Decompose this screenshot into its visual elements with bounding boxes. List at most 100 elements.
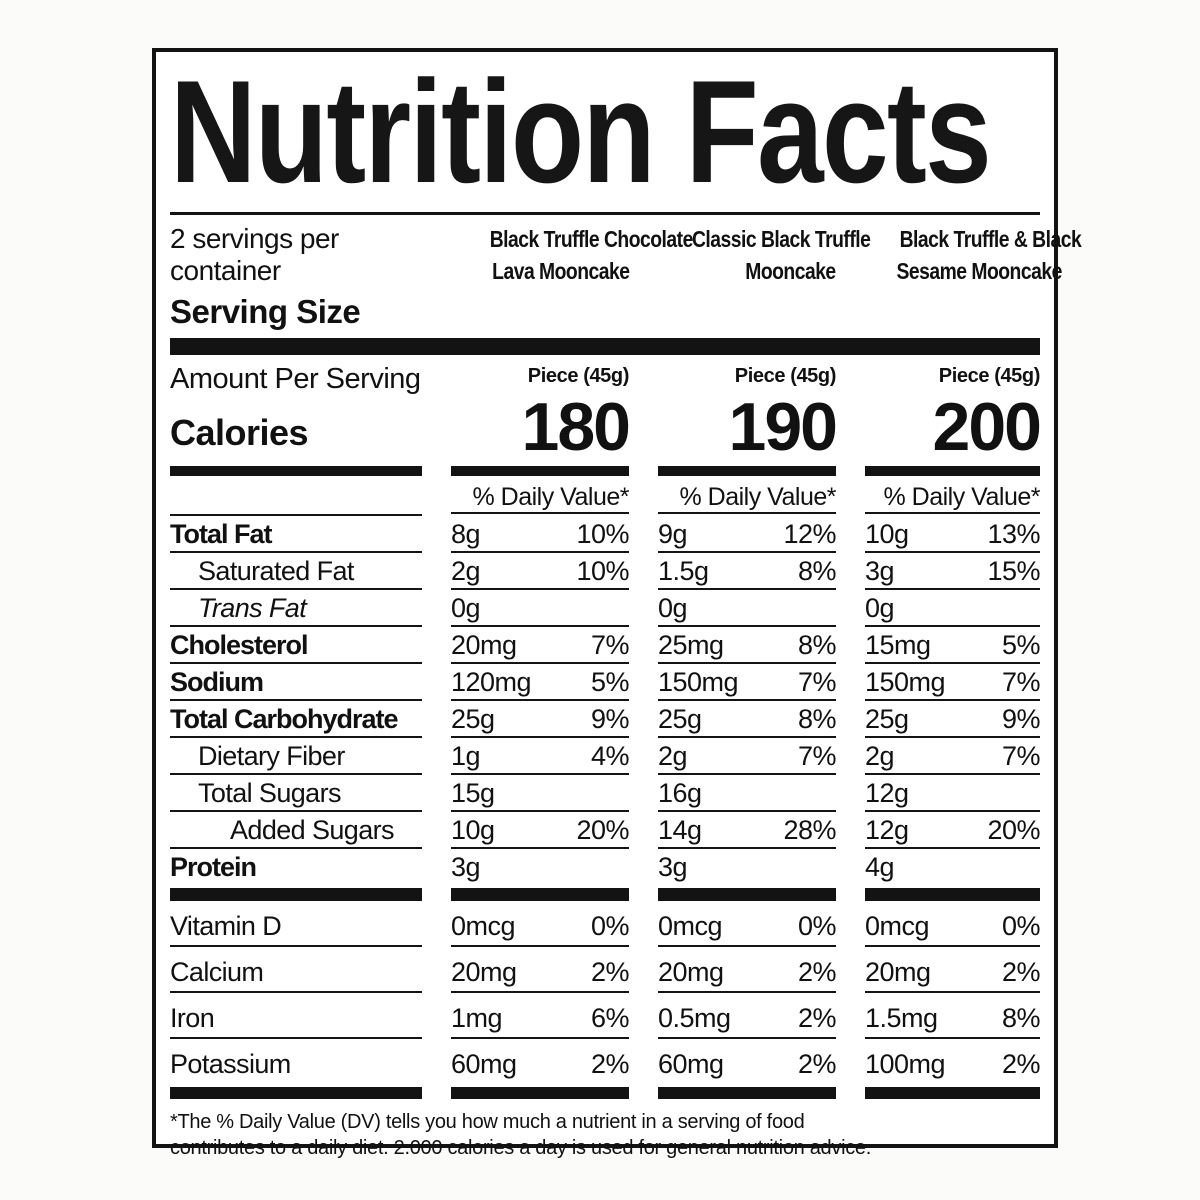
daily-value-header-row: % Daily Value* % Daily Value* % Daily Va… <box>170 476 1041 516</box>
nutrient-cell: 100mg 2% <box>865 1039 1041 1085</box>
column-bar <box>865 1086 1040 1099</box>
serving-size-value: Piece (45g) <box>734 365 837 387</box>
amount-value: 14g <box>658 814 702 845</box>
dv-value: 7% <box>797 740 837 771</box>
nutrient-cell: 10g 13% <box>865 516 1040 553</box>
dv-value: 2% <box>797 956 837 987</box>
amount-value: 120mg <box>451 666 532 697</box>
dv-value: 7% <box>797 666 837 697</box>
protein-divider-bars <box>170 887 1040 901</box>
dv-value: 2% <box>1001 956 1041 987</box>
dv-value: 4% <box>590 740 630 771</box>
amount-value: 1mg <box>451 1002 503 1033</box>
product-name-line: Classic Black Truffle <box>691 226 871 252</box>
column-bar <box>865 465 1040 476</box>
daily-value-header: % Daily Value* <box>865 476 1041 514</box>
dv-value: 8% <box>1001 1002 1041 1033</box>
column-bar <box>658 465 836 476</box>
dv-value: 6% <box>590 1002 630 1033</box>
amount-value: 2g <box>658 740 688 771</box>
nutrient-cell: 12g <box>865 775 1040 812</box>
serving-size-value: Piece (45g) <box>527 365 630 387</box>
column-bar <box>170 887 422 901</box>
row-potassium: Potassium 60mg 2% 60mg 2% 100mg 2% <box>170 1039 1041 1085</box>
amount-value: 2g <box>451 555 481 586</box>
nutrient-label: Dietary Fiber <box>170 738 422 775</box>
amount-value: 20mg <box>865 956 931 987</box>
nutrient-cell: 25mg 8% <box>658 627 837 664</box>
nutrient-cell: 8g 10% <box>451 516 629 553</box>
amount-value: 15g <box>451 777 495 808</box>
row-saturated-fat: Saturated Fat 2g 10% 1.5g 8% 3g 15% <box>170 553 1040 590</box>
nutrient-cell: 0mcg 0% <box>658 901 837 947</box>
amount-value: 25g <box>865 703 909 734</box>
dv-value: 2% <box>1001 1048 1041 1079</box>
row-added-sugars: Added Sugars 10g 20% 14g 28% 12g 20% <box>170 812 1040 849</box>
dv-value: 2% <box>590 1048 630 1079</box>
nutrient-cell: 1.5g 8% <box>658 553 837 590</box>
servings-per-container: 2 servings per container <box>170 223 339 286</box>
dv-value: 2% <box>590 956 630 987</box>
amount-value: 60mg <box>451 1048 517 1079</box>
dv-value: 0% <box>590 910 630 941</box>
nutrient-cell: 0.5mg 2% <box>658 993 837 1039</box>
nutrient-cell: 0mcg 0% <box>451 901 630 947</box>
row-vitamin-d: Vitamin D 0mcg 0% 0mcg 0% 0mcg 0% <box>170 901 1041 947</box>
nutrient-cell: 15g <box>451 775 629 812</box>
calories-value: 200 <box>932 389 1042 465</box>
row-dietary-fiber: Dietary Fiber 1g 4% 2g 7% 2g 7% <box>170 738 1041 775</box>
amount-value: 0g <box>451 592 481 623</box>
serving-size-label: Serving Size <box>170 293 361 330</box>
row-iron: Iron 1mg 6% 0.5mg 2% 1.5mg 8% <box>170 993 1041 1039</box>
nutrient-cell: 14g 28% <box>658 812 836 849</box>
nutrient-cell: 150mg 7% <box>865 664 1041 701</box>
title-divider <box>170 212 1040 215</box>
serving-size-value: Piece (45g) <box>938 365 1041 387</box>
amount-value: 60mg <box>658 1048 724 1079</box>
daily-value-header: % Daily Value* <box>451 476 630 514</box>
dv-value: 13% <box>987 518 1040 549</box>
dv-value: 5% <box>590 666 630 697</box>
nutrient-cell: 2g 7% <box>658 738 837 775</box>
column-bar <box>170 465 422 476</box>
amount-value: 150mg <box>658 666 739 697</box>
dv-value: 0% <box>1001 910 1041 941</box>
amount-value: 1.5mg <box>865 1002 938 1033</box>
amount-value: 2g <box>865 740 895 771</box>
column-bar <box>865 887 1040 901</box>
amount-value: 0mcg <box>451 910 516 941</box>
product-name-line: Black Truffle & Black <box>899 226 1082 252</box>
amount-value: 20mg <box>658 956 724 987</box>
calories-label: Calories <box>170 411 309 453</box>
dv-value: 8% <box>797 555 837 586</box>
nutrient-cell: 3g <box>451 849 629 886</box>
nutrient-cell: 9g 12% <box>658 516 836 553</box>
nutrient-cell: 60mg 2% <box>451 1039 630 1085</box>
column-bar <box>658 887 836 901</box>
nutrient-label: Total Carbohydrate <box>170 701 422 738</box>
amount-value: 12g <box>865 814 909 845</box>
dv-value: 2% <box>797 1048 837 1079</box>
nutrient-cell: 1g 4% <box>451 738 630 775</box>
dv-value: 8% <box>797 629 837 660</box>
nutrient-cell: 2g 7% <box>865 738 1041 775</box>
row-total-sugars: Total Sugars 15g 16g 12g <box>170 775 1040 812</box>
row-sodium: Sodium 120mg 5% 150mg 7% 150mg 7% <box>170 664 1041 701</box>
nutrient-cell: 25g 8% <box>658 701 837 738</box>
amount-value: 3g <box>658 851 688 882</box>
calories-value: 180 <box>521 389 631 465</box>
label-title: Nutrition Facts <box>170 50 992 213</box>
dv-value: 7% <box>1001 740 1041 771</box>
amount-value: 16g <box>658 777 702 808</box>
dv-value: 20% <box>987 814 1040 845</box>
nutrient-cell: 0g <box>451 590 629 627</box>
column-bar <box>451 887 629 901</box>
nutrient-label: Trans Fat <box>170 590 422 627</box>
nutrient-label: Potassium <box>170 1048 291 1079</box>
dv-value: 28% <box>783 814 836 845</box>
nutrient-cell: 12g 20% <box>865 812 1040 849</box>
nutrient-cell: 3g 15% <box>865 553 1040 590</box>
nutrient-cell: 0g <box>658 590 836 627</box>
amount-value: 0.5mg <box>658 1002 731 1033</box>
empty-cell <box>170 476 422 516</box>
